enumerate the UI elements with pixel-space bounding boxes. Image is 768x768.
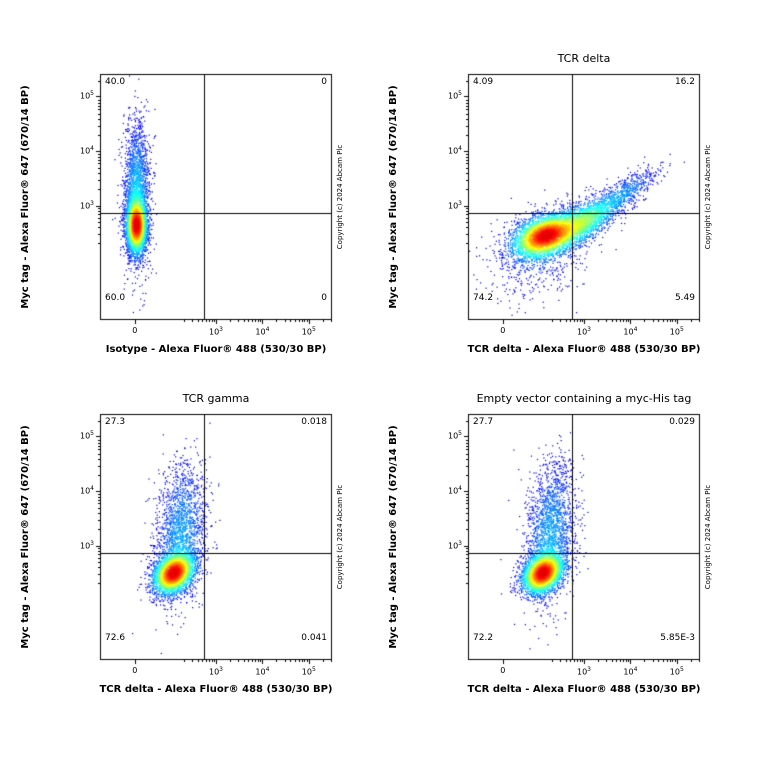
quadrant-stat-top-right: 0	[321, 77, 327, 87]
quadrant-stat-bottom-right: 5.49	[674, 293, 695, 303]
y-axis-label: Myc tag - Alexa Fluor® 647 (670/14 BP)	[388, 425, 399, 649]
copyright-text: Copyright (c) 2024 Abcam Plc	[336, 144, 344, 250]
panel-title: TCR gamma	[182, 392, 250, 405]
quadrant-stat-top-right: 0.029	[669, 417, 695, 427]
scatter-plot-canvas	[90, 408, 350, 678]
y-axis-label: Myc tag - Alexa Fluor® 647 (670/14 BP)	[20, 85, 31, 309]
flow-panel-tcr-gamma: TCR gamma Myc tag - Alexa Fluor® 647 (67…	[14, 390, 382, 724]
x-axis-label: TCR delta - Alexa Fluor® 488 (530/30 BP)	[99, 684, 333, 695]
quadrant-stat-bottom-right: 5.85E-3	[660, 633, 695, 643]
quadrant-stat-bottom-right: 0.041	[301, 633, 327, 643]
flow-panel-tcr-delta: TCR delta Myc tag - Alexa Fluor® 647 (67…	[382, 50, 750, 384]
scatter-plot-canvas	[458, 408, 718, 678]
x-axis-label: TCR delta - Alexa Fluor® 488 (530/30 BP)	[467, 344, 701, 355]
y-axis-label: Myc tag - Alexa Fluor® 647 (670/14 BP)	[388, 85, 399, 309]
x-axis-label: Isotype - Alexa Fluor® 488 (530/30 BP)	[105, 344, 327, 355]
quadrant-stat-top-left: 27.7	[473, 417, 494, 427]
quadrant-stat-top-left: 40.0	[105, 77, 126, 87]
scatter-plot-canvas	[458, 68, 718, 338]
quadrant-stat-top-right: 16.2	[674, 77, 695, 87]
quadrant-stat-bottom-right: 0	[321, 293, 327, 303]
x-axis-label: TCR delta - Alexa Fluor® 488 (530/30 BP)	[467, 684, 701, 695]
quadrant-stat-top-right: 0.018	[301, 417, 327, 427]
panel-title: Empty vector containing a myc-His tag	[476, 392, 692, 405]
copyright-text: Copyright (c) 2024 Abcam Plc	[704, 484, 712, 590]
quadrant-stat-top-left: 4.09	[473, 77, 494, 87]
scatter-plot-canvas	[90, 68, 350, 338]
quadrant-stat-bottom-left: 72.6	[105, 633, 126, 643]
quadrant-stat-top-left: 27.3	[105, 417, 126, 427]
quadrant-stat-bottom-left: 74.2	[473, 293, 494, 303]
copyright-text: Copyright (c) 2024 Abcam Plc	[336, 484, 344, 590]
flow-panel-empty-vector: Empty vector containing a myc-His tag My…	[382, 390, 750, 724]
y-axis-label: Myc tag - Alexa Fluor® 647 (670/14 BP)	[20, 425, 31, 649]
flow-panel-isotype: Myc tag - Alexa Fluor® 647 (670/14 BP) 1…	[14, 50, 382, 384]
copyright-text: Copyright (c) 2024 Abcam Plc	[704, 144, 712, 250]
quadrant-stat-bottom-left: 72.2	[473, 633, 494, 643]
quadrant-stat-bottom-left: 60.0	[105, 293, 126, 303]
panel-title: TCR delta	[557, 52, 611, 65]
